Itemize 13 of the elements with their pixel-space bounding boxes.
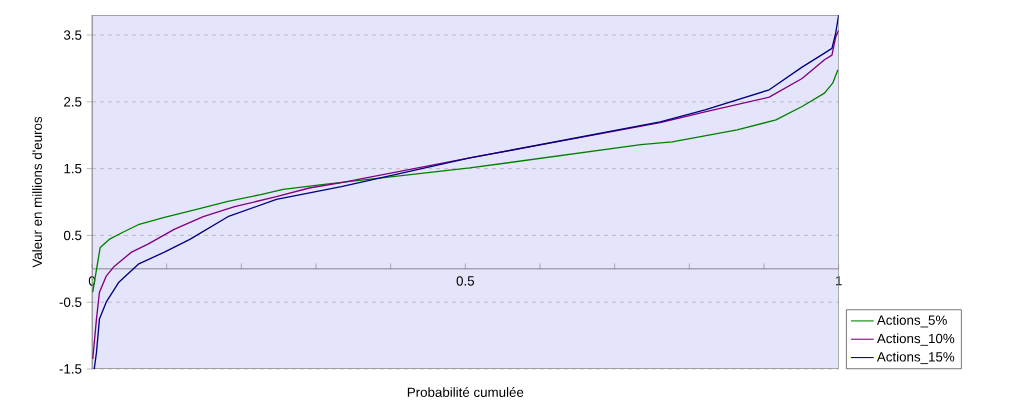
y-tick-label: 3.5 bbox=[63, 30, 82, 40]
y-tick-label: 1.5 bbox=[64, 163, 82, 174]
y-tick-label: -0.5 bbox=[59, 297, 82, 307]
y-tick-label: -1.5 bbox=[59, 364, 82, 374]
y-axis-title: Valeur en millions d'euros bbox=[32, 116, 42, 268]
x-tick-label: 1 bbox=[835, 276, 842, 286]
legend-label: Actions_10% bbox=[876, 333, 955, 346]
x-axis-title: Probabilité cumulée bbox=[407, 387, 524, 397]
legend-label: Actions_15% bbox=[876, 351, 955, 365]
y-tick-label: 2.5 bbox=[64, 97, 82, 107]
x-tick-label: 0.5 bbox=[456, 276, 475, 286]
legend-label: Actions_5% bbox=[876, 315, 947, 328]
y-tick-label: 0.5 bbox=[63, 230, 82, 241]
